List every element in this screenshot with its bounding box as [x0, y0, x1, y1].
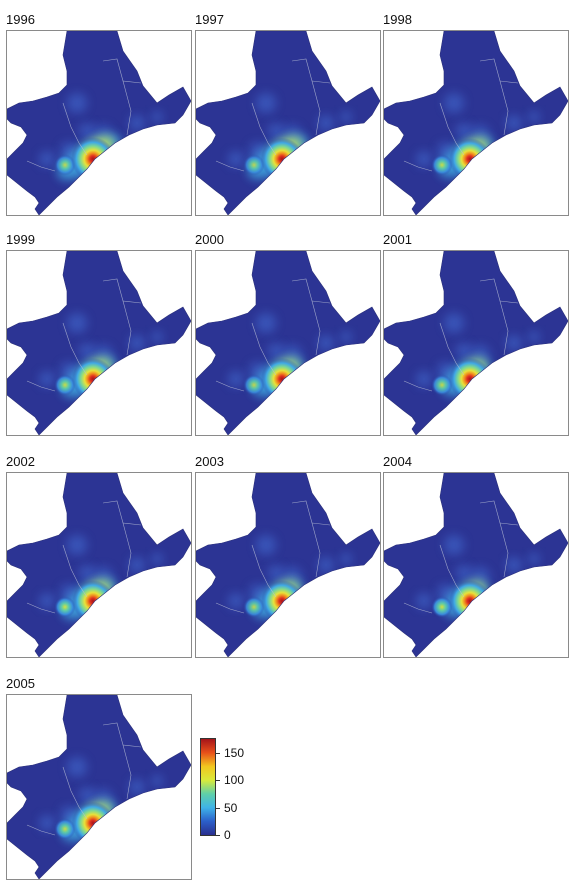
density-map [7, 251, 191, 435]
map-frame [6, 472, 192, 658]
density-map [384, 31, 568, 215]
legend-tick [216, 835, 220, 836]
legend-tick-label: 150 [224, 745, 245, 760]
density-map [7, 473, 191, 657]
panel-year-label: 2003 [195, 454, 224, 469]
panel-year-label: 1998 [383, 12, 412, 27]
density-map [196, 31, 380, 215]
density-map [196, 473, 380, 657]
legend-tick [216, 752, 220, 754]
map-frame [383, 250, 569, 436]
panel-year-label: 2005 [6, 676, 35, 691]
panel-year-label: 1999 [6, 232, 35, 247]
map-frame [6, 30, 192, 216]
legend-tick-label: 100 [224, 773, 245, 788]
legend-tick [216, 780, 220, 782]
map-frame [383, 472, 569, 658]
density-map [384, 251, 568, 435]
panel-year-label: 1997 [195, 12, 224, 27]
density-map [7, 31, 191, 215]
map-frame [195, 250, 381, 436]
map-frame [195, 472, 381, 658]
legend-tick-label: 0 [224, 828, 231, 842]
map-frame [6, 250, 192, 436]
panel-year-label: 2002 [6, 454, 35, 469]
map-frame [383, 30, 569, 216]
color-scale-bar [200, 738, 216, 836]
panel-year-label: 2001 [383, 232, 412, 247]
map-frame [6, 694, 192, 880]
density-map [196, 251, 380, 435]
panel-year-label: 2000 [195, 232, 224, 247]
legend-tick [216, 807, 220, 809]
panel-year-label: 1996 [6, 12, 35, 27]
density-map [7, 695, 191, 879]
color-legend: 150 100 50 0 [200, 738, 280, 842]
panel-year-label: 2004 [383, 454, 412, 469]
density-map [384, 473, 568, 657]
legend-tick-label: 50 [224, 800, 238, 815]
map-frame [195, 30, 381, 216]
